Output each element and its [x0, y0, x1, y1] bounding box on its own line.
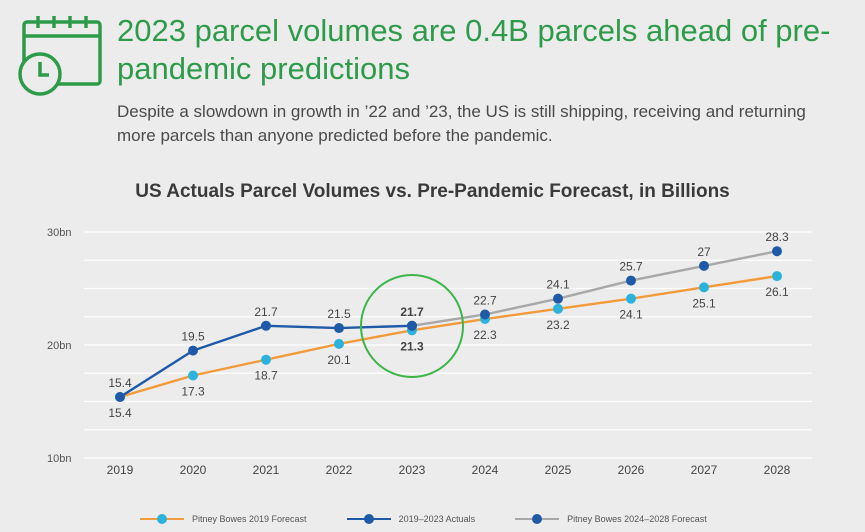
chart-legend: Pitney Bowes 2019 Forecast 2019–2023 Act… — [140, 509, 860, 529]
data-point — [772, 271, 782, 282]
x-tick-label: 2019 — [107, 463, 134, 477]
data-point — [334, 323, 344, 334]
data-label: 22.7 — [473, 293, 497, 307]
data-point — [261, 320, 271, 331]
x-tick-label: 2023 — [399, 463, 426, 477]
data-label: 21.5 — [327, 307, 351, 321]
data-label: 21.3 — [400, 339, 424, 353]
data-label: 28.3 — [765, 230, 789, 244]
data-point — [407, 320, 417, 331]
y-tick-label: 10bn — [47, 453, 71, 465]
headline: 2023 parcel volumes are 0.4B parcels ahe… — [117, 13, 831, 86]
x-tick-label: 2027 — [691, 463, 718, 477]
x-tick-label: 2020 — [180, 463, 207, 477]
chart-title: US Actuals Parcel Volumes vs. Pre-Pandem… — [135, 181, 730, 202]
legend-swatch-actuals — [346, 514, 391, 524]
data-label: 15.4 — [108, 406, 132, 420]
legend-item-2019-forecast: Pitney Bowes 2019 Forecast — [140, 514, 307, 524]
legend-label-actuals: 2019–2023 Actuals — [398, 514, 476, 524]
data-point — [334, 338, 344, 349]
data-label: 22.3 — [473, 328, 497, 342]
legend-label-2024-2028-forecast: Pitney Bowes 2024–2028 Forecast — [567, 514, 707, 524]
legend-item-2024-2028-forecast: Pitney Bowes 2024–2028 Forecast — [515, 514, 707, 524]
data-label: 27 — [697, 245, 711, 259]
data-point — [115, 391, 125, 402]
data-label: 15.4 — [108, 376, 132, 390]
data-point — [188, 370, 198, 381]
legend-swatch-2024-2028-forecast — [515, 514, 560, 524]
x-tick-label: 2025 — [545, 463, 572, 477]
data-label: 21.7 — [254, 305, 278, 319]
x-tick-label: 2022 — [326, 463, 353, 477]
data-point — [626, 293, 636, 304]
y-tick-label: 20bn — [47, 340, 71, 352]
data-point — [188, 345, 198, 356]
data-label: 20.1 — [327, 353, 351, 367]
data-point — [480, 309, 490, 320]
data-label: 24.1 — [546, 278, 570, 292]
data-point — [626, 275, 636, 286]
data-label: 25.1 — [692, 296, 716, 310]
legend-swatch-2019-forecast — [140, 514, 184, 524]
data-label: 26.1 — [765, 285, 789, 299]
x-tick-label: 2021 — [253, 463, 280, 477]
calendar-clock-icon — [18, 16, 102, 96]
data-point — [772, 246, 782, 257]
legend-item-actuals: 2019–2023 Actuals — [346, 514, 476, 524]
data-label: 19.5 — [181, 330, 205, 344]
data-label: 25.7 — [619, 260, 643, 274]
legend-label-2019-forecast: Pitney Bowes 2019 Forecast — [192, 514, 307, 524]
data-label: 23.2 — [546, 318, 570, 332]
x-tick-label: 2026 — [618, 463, 645, 477]
data-label: 21.7 — [400, 305, 424, 319]
highlight-circle — [360, 274, 464, 378]
data-label: 18.7 — [254, 369, 278, 383]
series-line — [119, 274, 778, 399]
data-point — [553, 303, 563, 314]
y-tick-label: 30bn — [47, 227, 71, 239]
data-label: 24.1 — [619, 308, 643, 322]
x-tick-label: 2024 — [472, 463, 499, 477]
data-point — [553, 293, 563, 304]
subtitle: Despite a slowdown in growth in ’22 and … — [117, 102, 806, 145]
series-line — [411, 250, 778, 327]
data-point — [261, 354, 271, 365]
data-label: 17.3 — [181, 385, 205, 399]
data-point — [699, 282, 709, 293]
data-point — [699, 260, 709, 271]
x-tick-label: 2028 — [764, 463, 791, 477]
